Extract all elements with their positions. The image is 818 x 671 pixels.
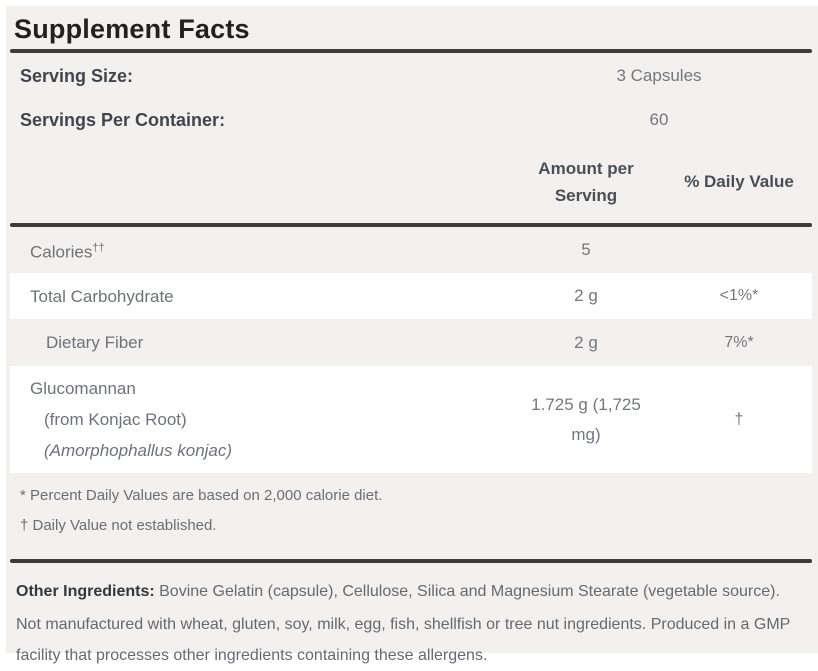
other-ingredients-paragraph: Other Ingredients: Bovine Gelatin (capsu…: [16, 576, 806, 607]
serving-size-value: 3 Capsules: [616, 66, 702, 85]
glucomannan-species: (Amorphophallus konjac): [44, 441, 233, 460]
dietary-fiber-dv: 7%*: [724, 333, 754, 351]
servings-per-container-label: Servings Per Container:: [20, 109, 226, 130]
table-row-calories: Calories†† 5: [10, 227, 812, 273]
footnotes: * Percent Daily Values are based on 2,00…: [6, 473, 818, 559]
dietary-fiber-amount: 2 g: [574, 332, 598, 352]
serving-size-row: Serving Size: 3 Capsules: [10, 53, 812, 99]
dietary-fiber-name: Dietary Fiber: [46, 333, 144, 352]
glucomannan-dv: †: [734, 410, 744, 428]
calories-footnote-marker: ††: [92, 241, 105, 254]
table-row-glucomannan: Glucomannan (from Konjac Root) (Amorphop…: [10, 366, 812, 473]
total-carbohydrate-name: Total Carbohydrate: [30, 286, 174, 306]
footer-divider: [10, 559, 812, 563]
calories-amount: 5: [581, 240, 591, 259]
other-ingredients-section: Other Ingredients: Bovine Gelatin (capsu…: [6, 563, 818, 671]
panel-title: Supplement Facts: [14, 14, 250, 44]
total-carbohydrate-amount: 2 g: [574, 286, 598, 305]
glucomannan-amount: 1.725 g (1,725 mg): [531, 394, 641, 444]
header-divider: [10, 223, 812, 227]
table-row-dietary-fiber: Dietary Fiber 2 g 7%*: [10, 319, 812, 366]
glucomannan-source: (from Konjac Root): [44, 410, 187, 429]
calories-name: Calories††: [30, 241, 105, 262]
footnote-daily-values: * Percent Daily Values are based on 2,00…: [20, 487, 383, 504]
title-divider: [10, 49, 812, 53]
footnote-dv-not-established: † Daily Value not established.: [20, 517, 217, 534]
column-header-row: Amount per Serving % Daily Value: [10, 141, 812, 223]
servings-per-container-row: Servings Per Container: 60: [10, 99, 812, 141]
other-ingredients-label: Other Ingredients:: [16, 583, 155, 600]
other-ingredients-text: Bovine Gelatin (capsule), Cellulose, Sil…: [154, 583, 780, 600]
glucomannan-name: Glucomannan (from Konjac Root) (Amorphop…: [10, 373, 506, 466]
allergen-statement: Not manufactured with wheat, gluten, soy…: [16, 616, 791, 664]
facts-table: Serving Size: 3 Capsules Servings Per Co…: [10, 53, 812, 473]
supplement-facts-panel: Supplement Facts Serving Size: 3 Capsule…: [6, 6, 818, 664]
servings-per-container-value: 60: [649, 110, 669, 129]
daily-value-header: % Daily Value: [684, 172, 794, 192]
serving-size-label: Serving Size:: [20, 65, 134, 86]
table-row-total-carbohydrate: Total Carbohydrate 2 g <1%*: [10, 273, 812, 319]
amount-per-serving-header: Amount per Serving: [538, 158, 634, 205]
total-carbohydrate-dv: <1%*: [719, 287, 759, 304]
